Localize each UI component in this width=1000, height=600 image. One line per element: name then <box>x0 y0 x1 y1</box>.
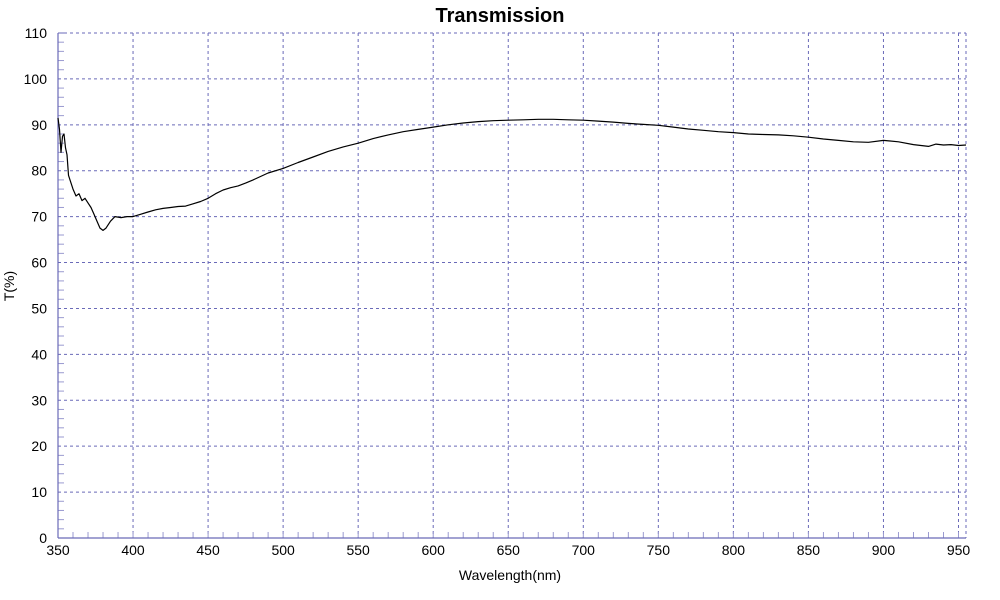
y-tick-label: 80 <box>31 163 47 179</box>
x-tick-label: 500 <box>271 542 295 558</box>
x-tick-label: 950 <box>947 542 971 558</box>
x-tick-label: 450 <box>196 542 220 558</box>
x-tick-label: 900 <box>872 542 896 558</box>
y-tick-label: 60 <box>31 255 47 271</box>
y-tick-labels: 0 10 20 30 40 50 60 70 80 90 100 110 <box>24 25 48 546</box>
x-tick-label: 700 <box>572 542 596 558</box>
transmission-series-line <box>57 117 967 231</box>
x-axis-label: Wavelength(nm) <box>459 567 561 583</box>
grid <box>58 32 966 538</box>
x-tick-label: 350 <box>46 542 70 558</box>
plot-frame <box>57 32 967 539</box>
y-tick-label: 100 <box>24 71 48 87</box>
y-tick-label: 0 <box>39 530 47 546</box>
x-tick-label: 600 <box>422 542 446 558</box>
x-tick-label: 750 <box>647 542 671 558</box>
x-tick-label: 400 <box>121 542 145 558</box>
y-tick-label: 110 <box>25 25 48 41</box>
y-tick-label: 40 <box>31 346 47 362</box>
x-tick-label: 650 <box>497 542 521 558</box>
x-tick-labels: 350 400 450 500 550 600 650 700 750 800 850 900 950 <box>46 542 970 558</box>
y-tick-label: 30 <box>31 392 47 408</box>
chart-title: Transmission <box>436 5 565 27</box>
x-tick-label: 850 <box>797 542 821 558</box>
minor-ticks <box>58 41 959 538</box>
y-tick-label: 10 <box>31 484 47 500</box>
y-tick-label: 20 <box>31 438 47 454</box>
y-tick-label: 70 <box>31 209 47 225</box>
y-tick-label: 50 <box>31 300 47 316</box>
series-layer <box>57 117 967 231</box>
x-tick-label: 550 <box>346 542 370 558</box>
y-tick-label: 90 <box>31 117 47 133</box>
y-axis-label: T(%) <box>1 271 17 301</box>
x-tick-label: 800 <box>722 542 746 558</box>
